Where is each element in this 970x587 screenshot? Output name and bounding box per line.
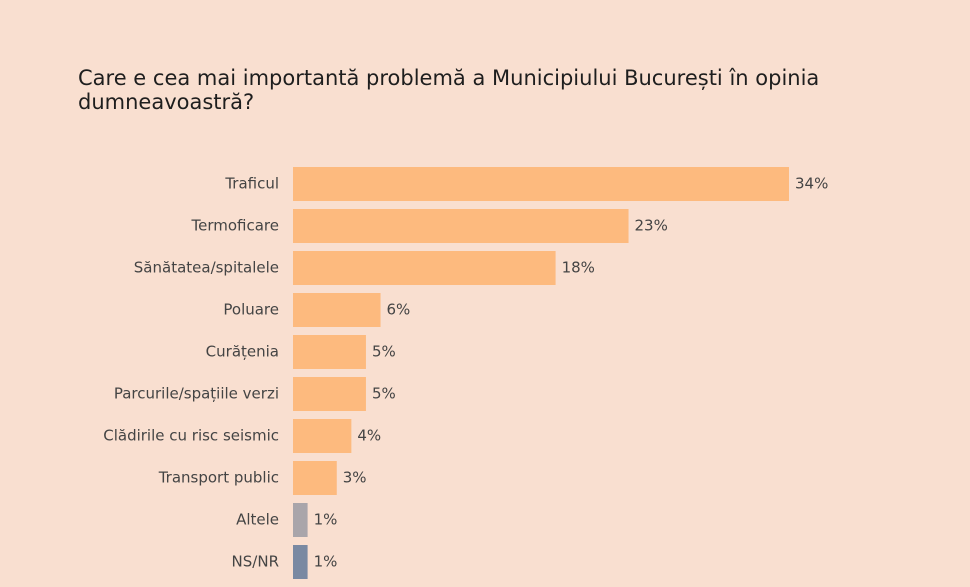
category-label: NS/NR: [232, 553, 279, 571]
value-label: 1%: [314, 553, 338, 571]
category-label: Transport public: [158, 469, 279, 487]
category-label: Altele: [236, 511, 279, 529]
category-label: Sănătatea/spitalele: [134, 259, 279, 277]
bar: [293, 335, 366, 369]
value-label: 5%: [372, 385, 396, 403]
bar: [293, 377, 366, 411]
bar: [293, 461, 337, 495]
value-label: 3%: [343, 469, 367, 487]
category-label: Clădirile cu risc seismic: [103, 427, 279, 445]
bar: [293, 545, 308, 579]
category-label: Traficul: [224, 175, 279, 193]
bar: [293, 251, 556, 285]
category-label: Parcurile/spațiile verzi: [114, 385, 279, 403]
bar: [293, 209, 629, 243]
value-label: 34%: [795, 175, 828, 193]
value-label: 18%: [562, 259, 595, 277]
value-label: 23%: [635, 217, 668, 235]
chart-title: Care e cea mai importantă problemă a Mun…: [78, 66, 820, 114]
bar: [293, 503, 308, 537]
value-label: 6%: [387, 301, 411, 319]
category-label: Poluare: [223, 301, 279, 319]
category-label: Termoficare: [191, 217, 280, 235]
value-label: 5%: [372, 343, 396, 361]
bar: [293, 419, 352, 453]
category-label: Curățenia: [206, 343, 279, 361]
value-label: 4%: [357, 427, 381, 445]
bar: [293, 167, 789, 201]
value-label: 1%: [314, 511, 338, 529]
bar: [293, 293, 381, 327]
